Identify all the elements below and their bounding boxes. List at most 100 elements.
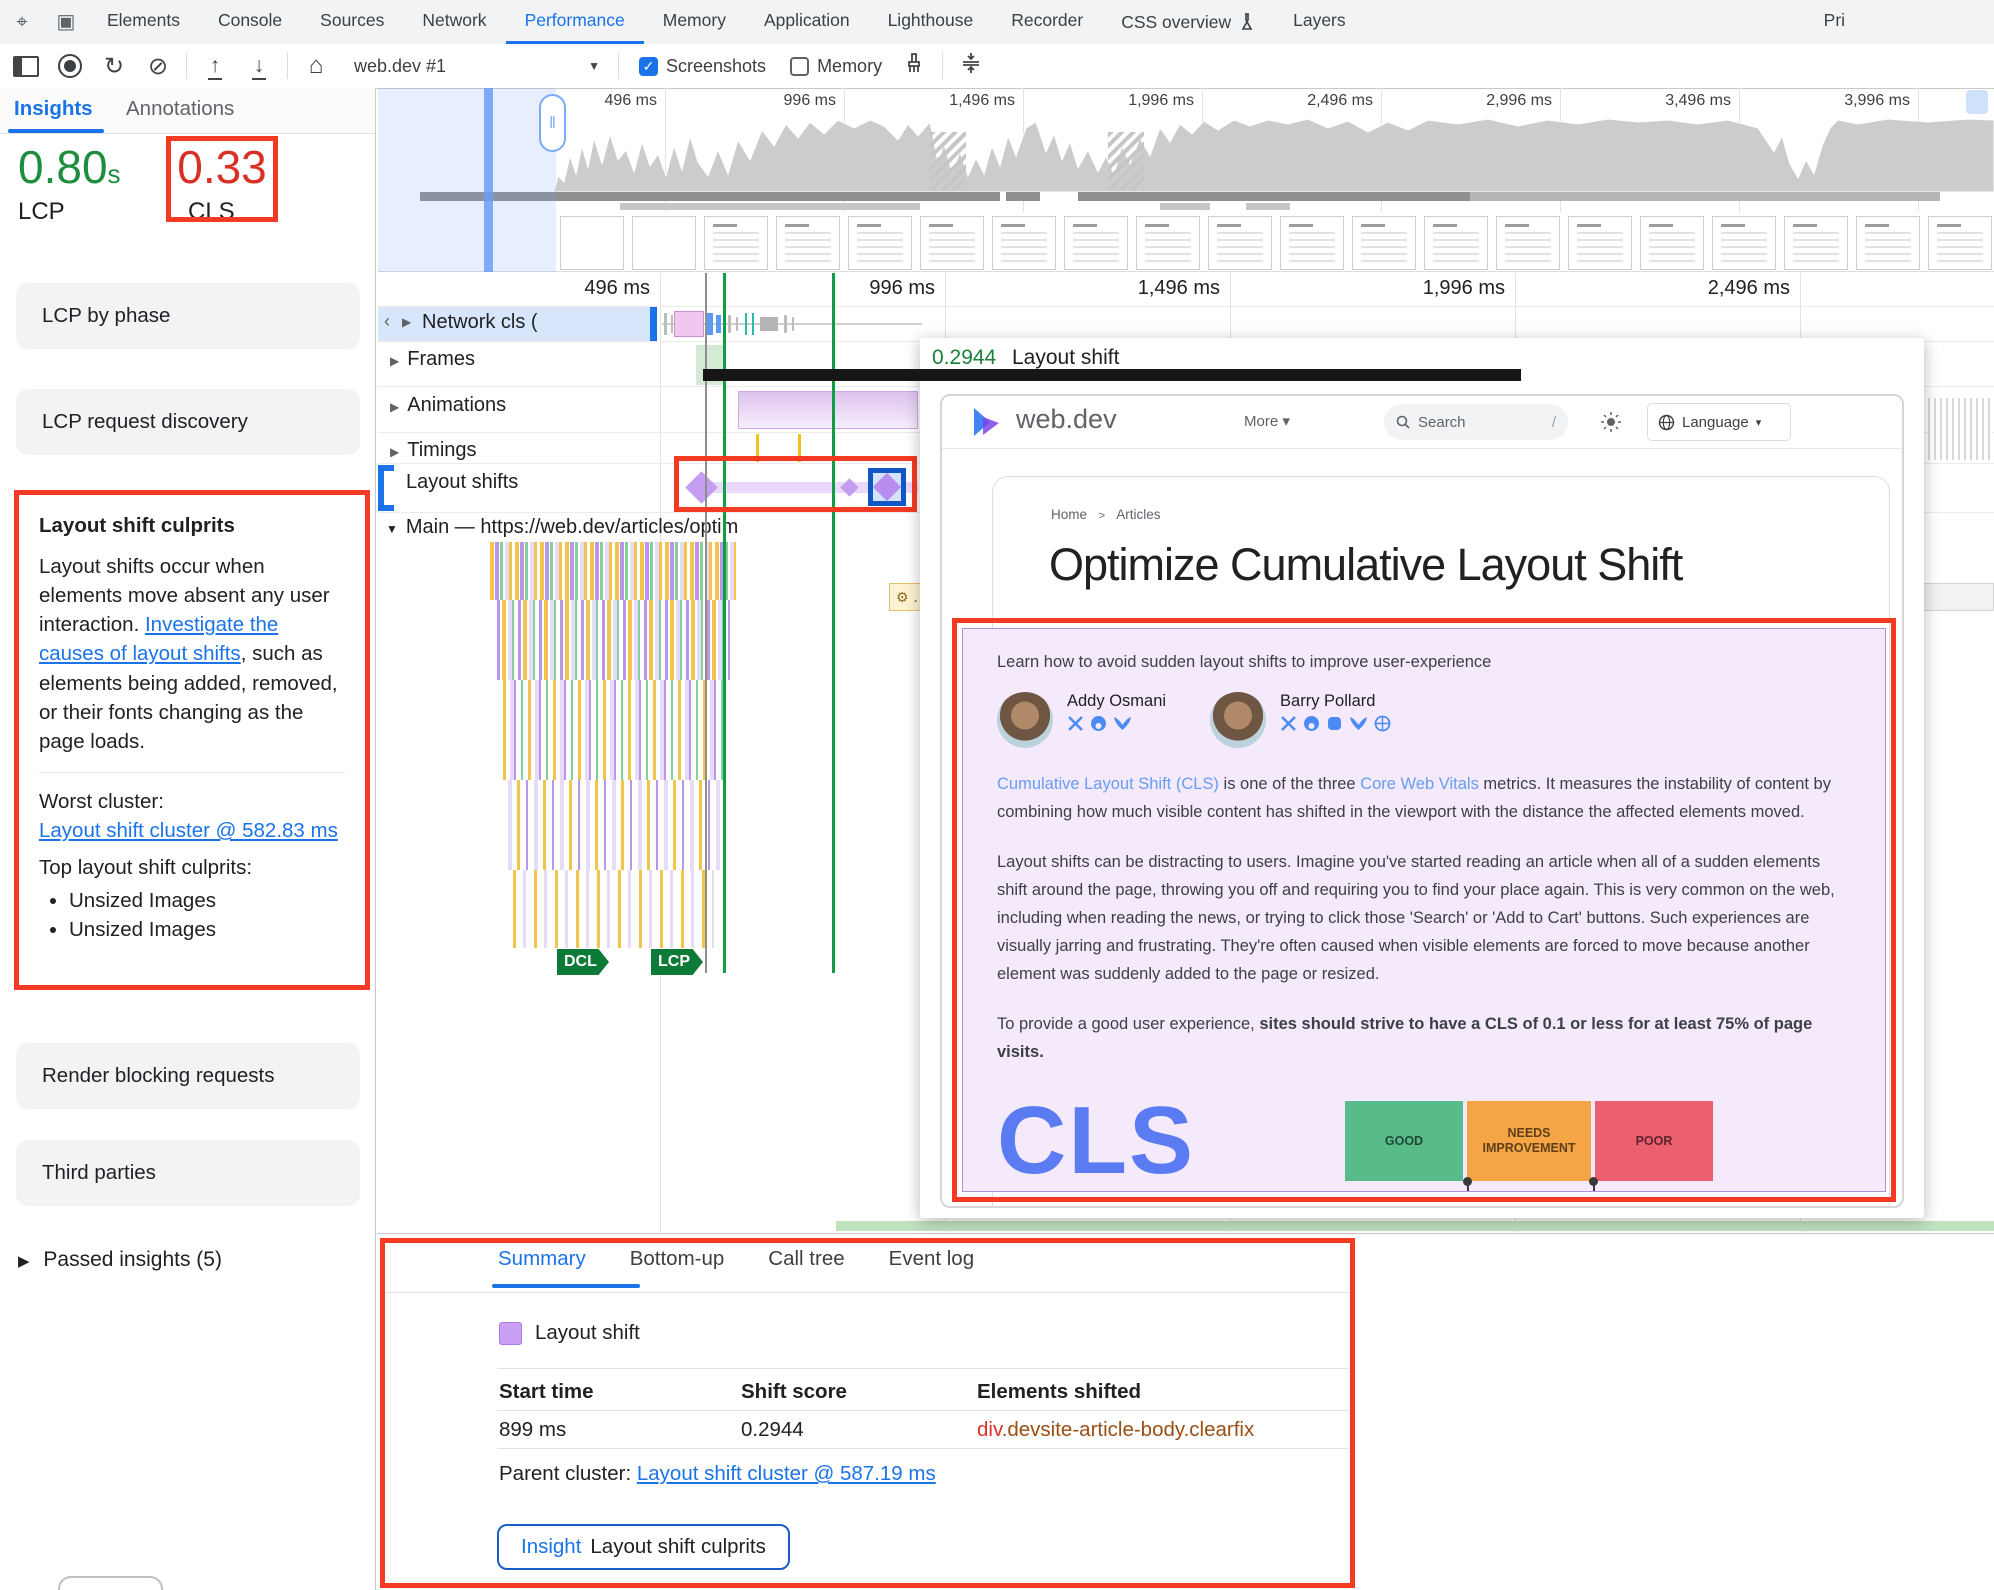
filmstrip-thumbnail[interactable] [1784,216,1848,270]
filmstrip-thumbnail[interactable] [1136,216,1200,270]
network-event[interactable] [707,313,713,335]
flame-chart[interactable] [503,680,726,780]
passed-insights-toggle[interactable]: ▶ Passed insights (5) [18,1248,222,1272]
culprits-investigate-link[interactable]: Investigate the causes of layout shifts [39,613,279,666]
tab-lighthouse[interactable]: Lighthouse [887,10,974,30]
record-icon[interactable] [48,54,92,79]
tab-insights[interactable]: Insights [14,97,93,120]
cls-metric[interactable]: 0.33 CLS [170,140,274,226]
filmstrip-thumbnail[interactable] [1424,216,1488,270]
screenshots-checkbox[interactable]: ✓ [639,56,658,76]
tab-elements[interactable]: Elements [107,10,180,30]
layout-shift-selected[interactable] [868,468,906,506]
layout-shift-diamond[interactable] [685,471,718,504]
tab-layers[interactable]: Layers [1293,10,1346,30]
upload-profile-icon[interactable]: ↑ [193,54,237,80]
timeline-overview[interactable]: 496 ms 996 ms 1,496 ms 1,996 ms 2,496 ms… [378,88,1994,272]
track-network-label[interactable]: ‹ ▶ Network cls ( [378,307,657,341]
home-icon[interactable]: ⌂ [308,52,324,79]
insight-button[interactable]: Insight Layout shift culprits [497,1524,790,1570]
layout-shift-culprits-card[interactable]: Layout shift culprits Layout shifts occu… [14,490,370,990]
tab-bottom-up[interactable]: Bottom-up [629,1247,725,1270]
x-social-icon[interactable] [1280,715,1297,732]
filmstrip-thumbnail[interactable] [1568,216,1632,270]
insight-card-lcp-by-phase[interactable]: LCP by phase [16,283,360,349]
filmstrip-thumbnail[interactable] [1208,216,1272,270]
track-layout-shifts[interactable]: Layout shifts [406,471,518,494]
timing-marker[interactable] [798,434,801,462]
collapse-sections-icon[interactable] [949,52,993,80]
github-icon[interactable] [1303,715,1320,732]
flame-chart[interactable] [508,780,720,870]
filmstrip-thumbnail[interactable] [848,216,912,270]
clear-icon[interactable]: ⊘ [147,52,169,80]
network-event[interactable] [752,313,754,335]
flame-chart[interactable] [513,870,714,948]
github-icon[interactable] [1090,715,1107,732]
memory-checkbox[interactable] [790,56,810,76]
timing-marker[interactable] [756,434,759,462]
cls-link[interactable]: Cumulative Layout Shift (CLS) [997,775,1219,793]
filmstrip-thumbnail[interactable] [1712,216,1776,270]
track-animations[interactable]: ▶ Animations [390,394,506,417]
filmstrip-thumbnail[interactable] [776,216,840,270]
tab-annotations[interactable]: Annotations [126,97,235,120]
garbage-collect-icon[interactable] [892,52,936,80]
filmstrip-thumbnail[interactable] [1856,216,1920,270]
insight-card-third-parties[interactable]: Third parties [16,1140,360,1206]
filmstrip-thumbnail[interactable] [632,216,696,270]
network-event[interactable] [728,315,731,333]
download-profile-icon[interactable]: ↓ [237,54,281,80]
tab-privacy[interactable]: Pri [1823,10,1846,30]
overview-scrollbar-thumb[interactable] [1966,90,1988,114]
tab-recorder[interactable]: Recorder [1011,10,1084,30]
filmstrip-thumbnail[interactable] [1280,216,1344,270]
filmstrip-thumbnail[interactable] [1352,216,1416,270]
chevron-right-icon[interactable]: ▶ [402,315,412,329]
reload-record-icon[interactable]: ↻ [103,52,125,80]
track-timings[interactable]: ▶ Timings [390,439,477,462]
tab-summary[interactable]: Summary [498,1247,586,1270]
network-event[interactable] [674,311,704,337]
overview-selection-window[interactable] [378,88,556,272]
network-event[interactable] [760,317,778,331]
tab-application[interactable]: Application [763,10,850,30]
overview-selection-edge[interactable] [484,88,493,272]
collapse-left-icon[interactable]: ‹ [384,311,390,331]
filmstrip-thumbnail[interactable] [704,216,768,270]
filmstrip-thumbnail[interactable] [1064,216,1128,270]
filmstrip-thumbnail[interactable] [1640,216,1704,270]
cell-element-shifted[interactable]: div.devsite-article-body.clearfix [977,1418,1254,1442]
lcp-metric[interactable]: 0.80s LCP [18,140,121,226]
filmstrip-thumbnail[interactable] [920,216,984,270]
device-toolbar-icon[interactable]: ▣ [56,11,76,33]
inspect-icon[interactable]: ⌖ [16,11,28,33]
filmstrip-thumbnail[interactable] [1496,216,1560,270]
panel-sidebar-toggle-icon[interactable] [4,54,48,78]
network-event[interactable] [736,317,738,331]
network-event[interactable] [671,315,673,333]
tab-network[interactable]: Network [422,10,487,30]
core-web-vitals-link[interactable]: Core Web Vitals [1360,775,1479,793]
webdev-more-menu[interactable]: More ▾ [1244,413,1290,430]
x-social-icon[interactable] [1067,715,1084,732]
globe-icon[interactable] [1374,715,1391,732]
worst-cluster-link[interactable]: Layout shift cluster @ 582.83 ms [39,818,338,842]
breadcrumb-articles[interactable]: Articles [1116,507,1161,522]
breadcrumb-home[interactable]: Home [1051,507,1088,522]
profile-select[interactable]: web.dev #1 ▼ [354,56,600,77]
network-event[interactable] [716,315,721,333]
tab-memory[interactable]: Memory [662,10,726,30]
animation-event[interactable] [738,391,918,429]
flame-chart[interactable] [497,600,730,680]
network-event[interactable] [664,313,667,335]
tab-event-log[interactable]: Event log [888,1247,975,1270]
language-select[interactable]: Language ▾ [1647,403,1791,441]
insight-card-render-blocking[interactable]: Render blocking requests [16,1043,360,1109]
filmstrip-thumbnail[interactable] [1928,216,1992,270]
long-frame-bar[interactable] [703,369,1521,381]
bluesky-icon[interactable] [1349,715,1368,732]
tab-call-tree[interactable]: Call tree [768,1247,845,1270]
tab-performance[interactable]: Performance [505,0,644,44]
bluesky-icon[interactable] [1113,715,1132,732]
